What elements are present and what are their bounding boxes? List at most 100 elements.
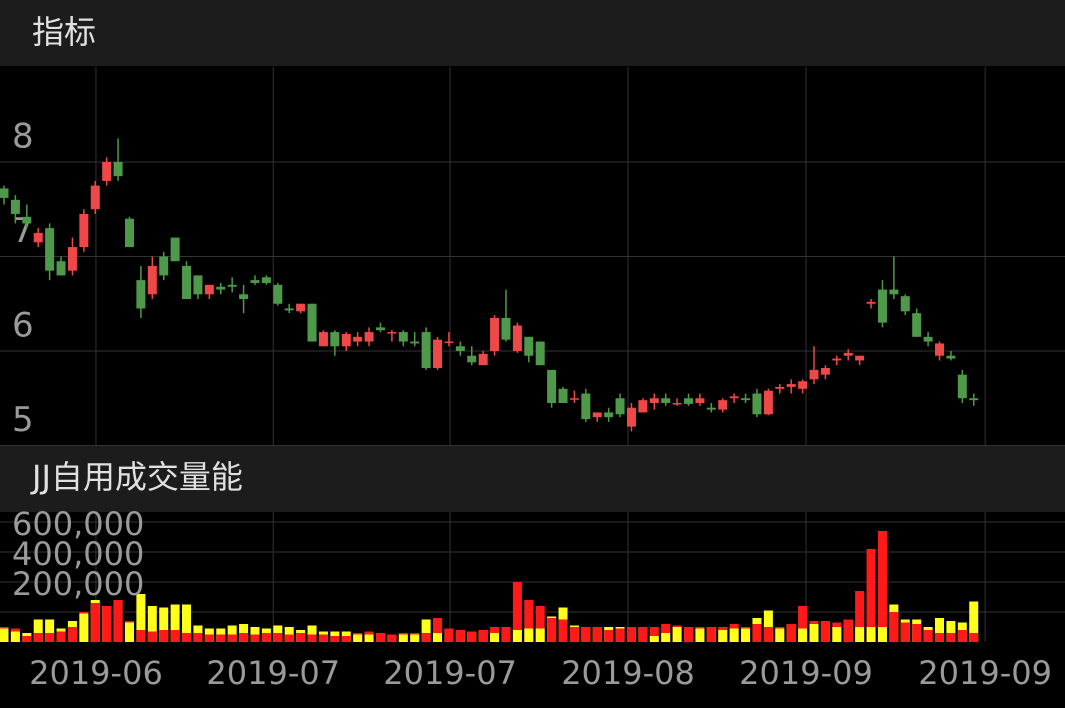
candle-body: [649, 398, 659, 403]
volume-bar: [387, 634, 397, 642]
volume-bar: [763, 610, 773, 642]
volume-bar: [90, 603, 100, 642]
volume-bar: [136, 594, 146, 642]
candle-body: [284, 308, 294, 311]
volume-bar: [375, 633, 385, 642]
candle-body: [501, 317, 511, 340]
volume-bar: [957, 630, 967, 642]
candle-body: [341, 333, 351, 347]
volume-bar: [866, 549, 876, 642]
candle-body: [877, 289, 887, 323]
volume-bar: [843, 619, 853, 642]
volume-bar: [330, 636, 340, 642]
volume-bar: [752, 624, 762, 642]
candle-body: [626, 407, 636, 427]
candle-body: [957, 374, 967, 399]
candle-body: [866, 301, 876, 304]
candle-body: [22, 216, 32, 224]
volume-bar: [912, 624, 922, 642]
candle-body: [124, 218, 134, 248]
y-tick-label: 600,000: [12, 505, 144, 543]
candle-body: [455, 346, 465, 351]
candle-body: [969, 398, 979, 401]
volume-bar: [798, 606, 808, 642]
candle-body: [56, 261, 66, 276]
volume-bar: [113, 600, 123, 642]
candle-body: [843, 352, 853, 356]
volume-bar: [832, 627, 842, 642]
candle-body: [170, 237, 180, 262]
candle-body: [159, 256, 169, 276]
volume-bar: [558, 619, 568, 642]
volume-bar: [935, 618, 945, 642]
candle-body: [638, 400, 648, 413]
volume-bar: [170, 630, 180, 642]
volume-bar: [296, 633, 306, 642]
candle-body: [33, 232, 43, 243]
volume-bar: [467, 631, 477, 642]
volume-bar: [398, 634, 408, 642]
volume-bar: [307, 634, 317, 642]
panel-title: JJ自用成交量能: [30, 458, 243, 496]
candle-body: [923, 336, 933, 342]
volume-bar: [855, 591, 865, 642]
volume-bar: [581, 627, 591, 642]
volume-bar: [239, 633, 249, 642]
x-tick-label: 2019-09: [918, 654, 1052, 692]
volume-bar: [45, 619, 55, 642]
volume-bar: [809, 624, 819, 642]
volume-bar: [695, 628, 705, 642]
volume-bar: [353, 634, 363, 642]
volume-bar: [216, 634, 226, 642]
candle-body: [364, 332, 374, 342]
volume-bar: [307, 625, 317, 642]
volume-bar: [22, 636, 32, 642]
candle-body: [67, 247, 77, 271]
volume-bar: [124, 622, 134, 642]
candle-body: [273, 284, 283, 304]
header-bar: [0, 0, 1065, 66]
volume-bar: [433, 618, 443, 642]
candle-body: [535, 341, 545, 366]
volume-bar: [638, 627, 648, 642]
candle-body: [261, 277, 271, 283]
volume-bar: [547, 618, 557, 642]
volume-bar: [284, 634, 294, 642]
candle-body: [900, 296, 910, 312]
candle-body: [375, 327, 385, 331]
volume-bar: [341, 636, 351, 642]
volume-bar: [56, 631, 66, 642]
candle-body: [193, 275, 203, 295]
volume-bar: [775, 628, 785, 642]
candle-body: [604, 412, 614, 418]
x-tick-label: 2019-09: [739, 654, 873, 692]
candle-body: [318, 332, 328, 347]
volume-bar: [604, 630, 614, 642]
candle-body: [661, 398, 671, 403]
volume-bar: [364, 634, 374, 642]
candle-body: [581, 393, 591, 420]
candle-body: [478, 353, 488, 366]
volume-bar: [147, 606, 157, 642]
volume-bar: [136, 630, 146, 642]
volume-bar: [159, 630, 169, 642]
candle-body: [558, 388, 568, 403]
x-tick-label: 2019-07: [206, 654, 340, 692]
volume-bar: [706, 627, 716, 642]
volume-bar: [501, 627, 511, 642]
volume-bar: [261, 633, 271, 642]
volume-bar: [649, 627, 659, 642]
volume-bar: [102, 606, 112, 642]
volume-bar: [318, 634, 328, 642]
candle-body: [512, 325, 522, 351]
candle-body: [729, 396, 739, 399]
candle-body: [353, 336, 363, 342]
candle-body: [227, 284, 237, 287]
volume-bar: [786, 624, 796, 642]
volume-bar: [684, 627, 694, 642]
header-bar: [0, 446, 1065, 512]
candle-body: [569, 398, 579, 400]
candle-body: [684, 398, 694, 404]
volume-bar: [33, 619, 43, 642]
volume-bar: [512, 582, 522, 642]
